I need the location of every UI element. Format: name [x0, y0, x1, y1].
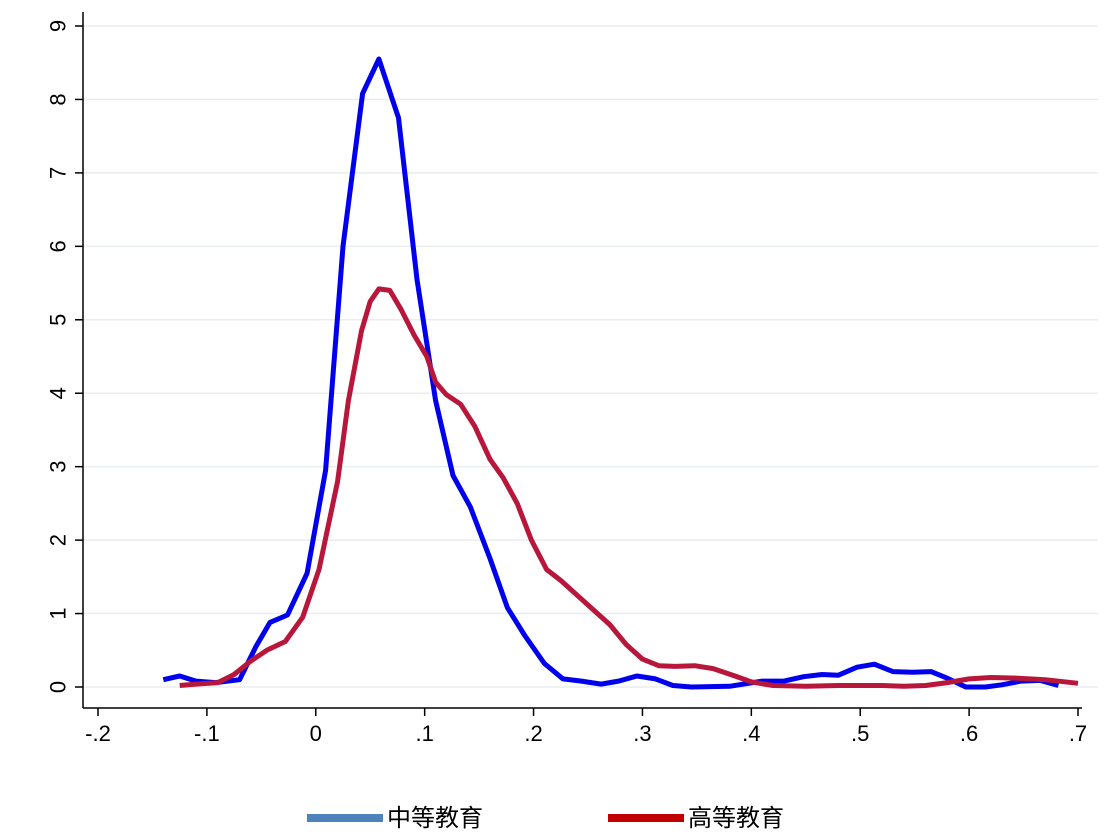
legend-label-secondary: 中等教育: [387, 804, 483, 832]
x-tick-label-1: -.1: [194, 721, 220, 746]
y-tick-label-8: 8: [46, 93, 71, 105]
y-tick-label-4: 4: [46, 387, 71, 399]
y-tick-label-2: 2: [46, 534, 71, 546]
legend-item-higher-education: 高等教育: [608, 804, 784, 832]
y-tick-label-5: 5: [46, 314, 71, 326]
y-tick-label-6: 6: [46, 240, 71, 252]
x-tick-label-4: .2: [524, 721, 542, 746]
y-tick-label-1: 1: [46, 607, 71, 619]
x-tick-label-8: .6: [960, 721, 978, 746]
x-tick-label-7: .5: [851, 721, 869, 746]
x-tick-label-0: -.2: [85, 721, 111, 746]
x-tick-label-3: .1: [415, 721, 433, 746]
y-tick-label-7: 7: [46, 167, 71, 179]
x-tick-label-5: .3: [633, 721, 651, 746]
y-tick-label-0: 0: [46, 681, 71, 693]
y-tick-label-3: 3: [46, 461, 71, 473]
legend-swatch-secondary: [307, 814, 383, 822]
legend-item-secondary-education: 中等教育: [307, 804, 483, 832]
legend: 中等教育 高等教育: [0, 794, 1119, 836]
series-lines: [162, 56, 1079, 690]
x-tick-label-9: .7: [1069, 721, 1087, 746]
series-line-0: [162, 56, 1060, 690]
axes: 0 1 2 3 4 5 6 7 8 9 -.2 -.1 0 .1 .2 .3 .4 .5 .6 .7: [46, 12, 1087, 746]
legend-label-higher: 高等教育: [688, 804, 784, 832]
x-tick-label-6: .4: [742, 721, 760, 746]
x-tick-label-2: 0: [310, 721, 322, 746]
y-tick-label-9: 9: [46, 20, 71, 32]
grid-lines: [83, 25, 1098, 688]
legend-swatch-higher: [608, 814, 684, 822]
series-line-1: [179, 286, 1079, 689]
